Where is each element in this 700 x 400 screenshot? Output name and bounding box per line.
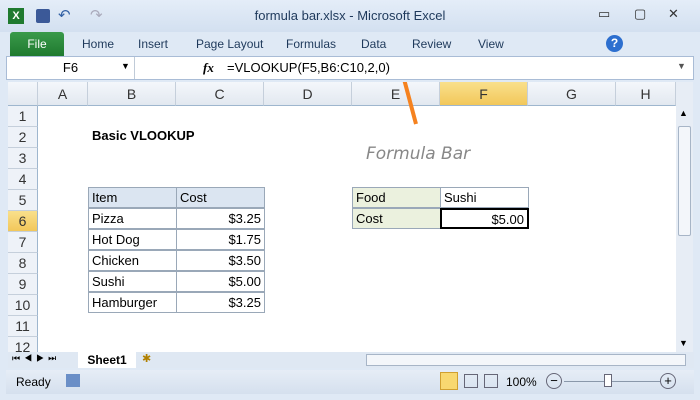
insert-sheet-icon[interactable]: ✱ (142, 353, 152, 365)
minimize-button[interactable]: ▭ (598, 6, 611, 21)
zoom-slider[interactable] (564, 381, 660, 382)
worksheet-grid[interactable]: A B C D E F G H 1 2 3 4 5 6 7 8 9 10 11 … (8, 82, 676, 352)
row-header[interactable]: 5 (8, 190, 38, 211)
column-header[interactable]: A (38, 82, 88, 106)
sheet-nav-icons[interactable]: ⏮◀▶⏭ (12, 353, 61, 363)
expand-formula-bar-icon[interactable]: ▼ (677, 61, 686, 71)
tab-formulas[interactable]: Formulas (286, 37, 337, 51)
column-header[interactable]: D (264, 82, 352, 106)
help-icon[interactable]: ? (606, 35, 623, 52)
row-header[interactable]: 9 (8, 274, 38, 295)
column-header[interactable]: F (440, 82, 528, 106)
row-header[interactable]: 4 (8, 169, 38, 190)
scroll-down-icon[interactable]: ▼ (679, 338, 688, 348)
table-cell[interactable]: Hamburger (88, 292, 177, 313)
status-bar: Ready 100% − + (6, 370, 694, 394)
table-cell[interactable]: Pizza (88, 208, 177, 229)
name-box-dropdown-icon[interactable]: ▼ (121, 61, 130, 71)
table-cell[interactable]: Hot Dog (88, 229, 177, 250)
tab-data[interactable]: Data (361, 37, 387, 51)
ribbon-tabs: File Home Insert Page Layout Formulas Da… (6, 32, 694, 56)
annotation-arrow-icon (402, 82, 418, 125)
formula-input[interactable]: =VLOOKUP(F5,B6:C10,2,0) (227, 60, 390, 75)
select-all-corner[interactable] (8, 82, 38, 106)
row-header[interactable]: 6 (8, 211, 38, 232)
table-cell[interactable]: $3.25 (176, 208, 265, 229)
horizontal-scrollbar[interactable] (366, 354, 686, 366)
restore-button[interactable]: ▢ (634, 6, 647, 21)
fx-icon[interactable]: fx (203, 60, 214, 75)
column-header[interactable]: E (352, 82, 440, 106)
page-layout-view-icon[interactable] (464, 374, 478, 388)
table-cell[interactable]: $1.75 (176, 229, 265, 250)
lookup-value-food[interactable]: Sushi (440, 187, 529, 208)
tab-page-layout[interactable]: Page Layout (196, 37, 264, 51)
row-header[interactable]: 12 (8, 337, 38, 352)
zoom-in-icon[interactable]: + (660, 373, 676, 389)
tab-file[interactable]: File (10, 32, 64, 56)
excel-logo-icon: X (8, 8, 24, 24)
table-cell[interactable]: Sushi (88, 271, 177, 292)
row-header[interactable]: 11 (8, 316, 38, 337)
window-title: formula bar.xlsx - Microsoft Excel (254, 8, 446, 23)
zoom-slider-thumb[interactable] (604, 374, 612, 387)
formula-bar: F6 ▼ fx =VLOOKUP(F5,B6:C10,2,0) ▼ (6, 56, 694, 80)
column-header[interactable]: C (176, 82, 264, 106)
table-cell[interactable]: $5.00 (176, 271, 265, 292)
status-ready: Ready (16, 375, 51, 389)
close-button[interactable]: ✕ (668, 6, 679, 21)
formula-bar-annotation: Formula Bar (366, 144, 471, 164)
column-header[interactable]: H (616, 82, 676, 106)
sheet-tab-bar: ⏮◀▶⏭ Sheet1 ✱ (8, 352, 694, 368)
zoom-out-icon[interactable]: − (546, 373, 562, 389)
save-icon[interactable] (36, 9, 50, 23)
sheet-tab-sheet1[interactable]: Sheet1 (78, 352, 136, 368)
column-header[interactable]: B (88, 82, 176, 106)
sheet-title-cell[interactable]: Basic VLOOKUP (92, 128, 195, 143)
table-header-cost[interactable]: Cost (176, 187, 265, 208)
name-box[interactable]: F6 (7, 57, 135, 79)
row-header[interactable]: 7 (8, 232, 38, 253)
page-break-view-icon[interactable] (484, 374, 498, 388)
vertical-scrollbar[interactable]: ▲ ▼ (676, 82, 693, 352)
table-cell[interactable]: $3.50 (176, 250, 265, 271)
row-header[interactable]: 8 (8, 253, 38, 274)
macro-record-icon[interactable] (66, 374, 80, 387)
selected-cell-f6[interactable]: $5.00 (440, 208, 529, 229)
lookup-label-cost[interactable]: Cost (352, 208, 441, 229)
scroll-up-icon[interactable]: ▲ (679, 108, 688, 118)
row-header[interactable]: 1 (8, 106, 38, 127)
row-header[interactable]: 10 (8, 295, 38, 316)
normal-view-icon[interactable] (440, 372, 458, 390)
row-header[interactable]: 3 (8, 148, 38, 169)
tab-view[interactable]: View (478, 37, 504, 51)
tab-home[interactable]: Home (82, 37, 115, 51)
table-cell[interactable]: Chicken (88, 250, 177, 271)
undo-icon[interactable]: ↶ (58, 7, 71, 24)
tab-review[interactable]: Review (412, 37, 452, 51)
table-header-item[interactable]: Item (88, 187, 177, 208)
zoom-level[interactable]: 100% (506, 375, 537, 389)
scroll-thumb[interactable] (678, 126, 691, 236)
title-bar: X ↶ ↷ formula bar.xlsx - Microsoft Excel… (0, 0, 700, 32)
table-cell[interactable]: $3.25 (176, 292, 265, 313)
column-header[interactable]: G (528, 82, 616, 106)
lookup-label-food[interactable]: Food (352, 187, 441, 208)
row-header[interactable]: 2 (8, 127, 38, 148)
tab-insert[interactable]: Insert (138, 37, 169, 51)
redo-icon[interactable]: ↷ (90, 7, 103, 24)
